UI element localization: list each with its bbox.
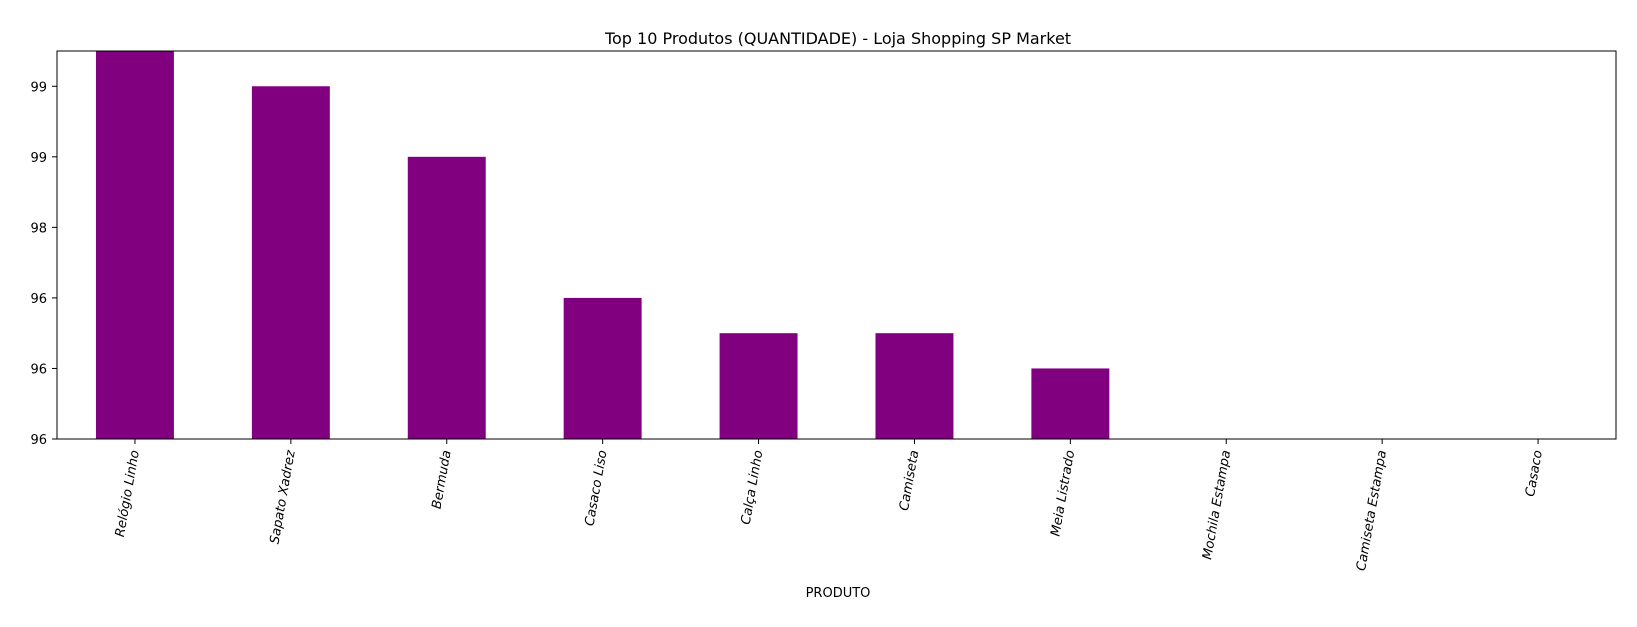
bar [95, 51, 174, 439]
bar [1031, 368, 1110, 439]
x-axis-ticks: Relógio Linho Sapato Xadrez Bermuda Casaco … [113, 439, 1546, 572]
y-tick-label: 99 [30, 151, 47, 166]
y-tick-label: 98 [30, 221, 47, 236]
bar [875, 333, 954, 439]
x-tick-label: Casaco Liso [583, 449, 611, 527]
bars [95, 51, 1110, 440]
x-tick-label: Relógio Linho [113, 449, 143, 538]
x-tick-label: Camiseta [897, 449, 922, 512]
x-tick-label: Mochila Estampa [1200, 449, 1234, 561]
x-tick-label: Meia Listrado [1048, 449, 1078, 537]
y-tick-label: 96 [30, 433, 47, 448]
bar [251, 86, 330, 440]
chart-title: Top 10 Produtos (QUANTIDADE) - Loja Shop… [604, 29, 1071, 48]
y-tick-label: 96 [30, 292, 47, 307]
x-tick-label: Camiseta Estampa [1354, 449, 1390, 572]
x-tick-label: Sapato Xadrez [268, 448, 299, 545]
y-tick-label: 96 [30, 362, 47, 377]
x-tick-label: Bermuda [430, 449, 455, 510]
plot-area-frame [56, 50, 1617, 440]
y-tick-label: 99 [30, 80, 47, 95]
bar [563, 297, 642, 439]
bar [407, 156, 486, 439]
x-axis-title: PRODUTO [806, 586, 871, 601]
y-axis-ticks: 96 96 96 98 99 99 [30, 80, 57, 448]
x-tick-label: Casaco [1523, 449, 1546, 498]
x-tick-label: Calça Linho [739, 449, 767, 526]
bar [719, 333, 798, 439]
